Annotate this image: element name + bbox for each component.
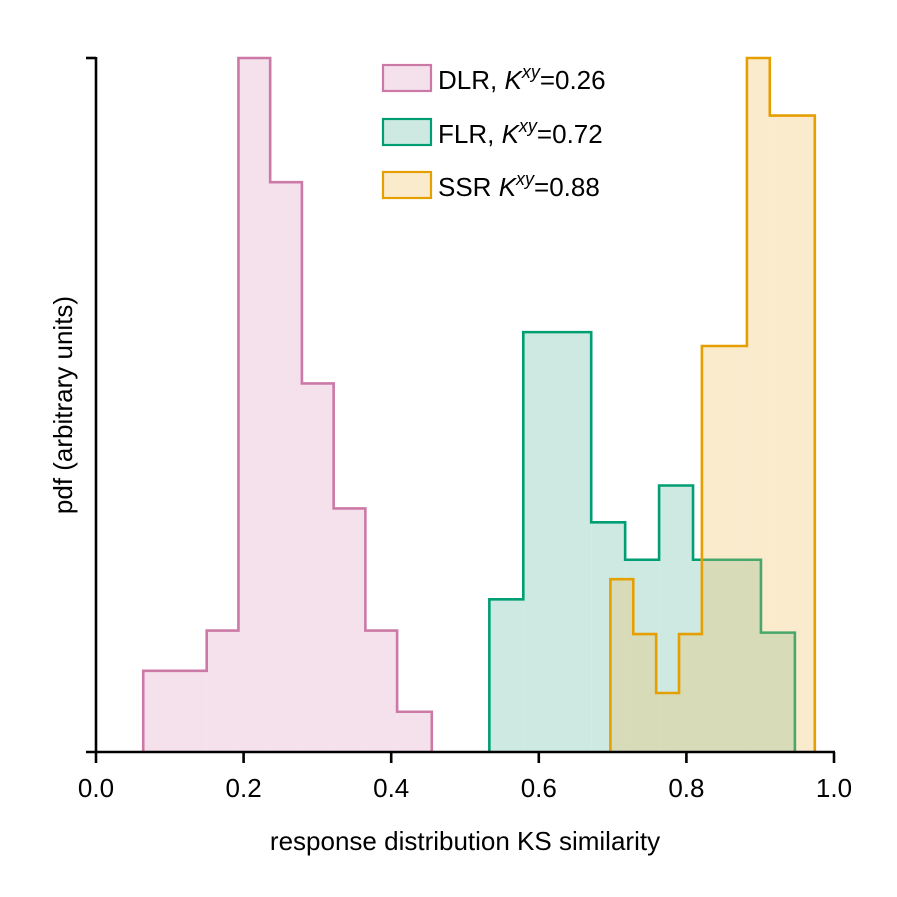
flr-bin-7 [726, 559, 761, 752]
dlr-bin-4 [270, 182, 302, 752]
flr-bin-4 [625, 559, 660, 752]
legend: DLR, Kxy=0.26 FLR, Kxy=0.72 SSR Kxy=0.88 [381, 62, 606, 202]
flr-bin-1 [489, 599, 524, 752]
ssr-bin-5 [701, 346, 747, 752]
ssr-bin-4 [679, 634, 702, 752]
flr-bin-8 [760, 632, 795, 752]
legend-label-dlr: DLR, Kxy=0.26 [438, 62, 606, 95]
x-tick-label-2: 0.4 [373, 773, 409, 803]
ssr-bin-7 [769, 115, 815, 753]
dlr-bin-2 [206, 630, 239, 752]
x-axis-label: response distribution KS similarity [270, 826, 660, 856]
ssr-bin-3 [656, 693, 680, 752]
dlr-bin-3 [238, 58, 271, 752]
flr-bin-5 [659, 485, 694, 752]
x-tick-label-4: 0.8 [668, 773, 704, 803]
legend-swatch-dlr [381, 63, 433, 93]
legend-label-ssr: SSR Kxy=0.88 [438, 169, 600, 202]
flr-bin-6 [693, 559, 727, 752]
x-axis-ticks: 0.0 0.2 0.4 0.6 0.8 1.0 [78, 752, 852, 803]
dlr-bin-6 [333, 508, 366, 752]
histogram-bars [141, 56, 817, 753]
ssr-bin-2 [633, 634, 657, 752]
x-tick-label-5: 1.0 [816, 773, 852, 803]
legend-label-flr: FLR, Kxy=0.72 [438, 116, 603, 149]
ssr-bin-6 [746, 58, 770, 752]
dlr-bin-1 [143, 670, 207, 752]
y-axis-label: pdf (arbitrary units) [48, 296, 78, 514]
dlr-bin-5 [301, 383, 334, 752]
dlr-bin-7 [365, 630, 398, 752]
ssr-bin-1 [610, 579, 634, 752]
legend-swatch-ssr [381, 170, 433, 200]
x-tick-label-1: 0.2 [226, 773, 262, 803]
flr-outline [488, 330, 797, 752]
legend-swatch-flr [381, 117, 433, 147]
flr-bin-3 [591, 522, 626, 752]
flr-bin-2 [523, 332, 592, 752]
x-tick-label-0: 0.0 [78, 773, 114, 803]
x-tick-label-3: 0.6 [521, 773, 557, 803]
dlr-bin-8 [397, 711, 432, 752]
dlr-outline [141, 56, 434, 752]
ssr-outline [609, 56, 817, 752]
